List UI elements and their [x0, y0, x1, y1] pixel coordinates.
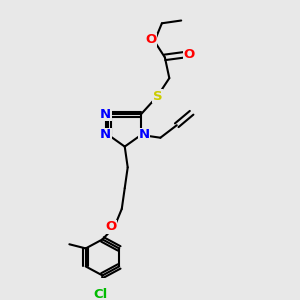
Text: O: O — [105, 220, 116, 233]
Text: N: N — [100, 128, 111, 141]
Text: N: N — [139, 128, 150, 141]
Text: O: O — [145, 33, 157, 46]
Text: S: S — [153, 90, 162, 103]
Text: N: N — [100, 108, 111, 121]
Text: O: O — [184, 48, 195, 61]
Text: Cl: Cl — [94, 288, 108, 300]
